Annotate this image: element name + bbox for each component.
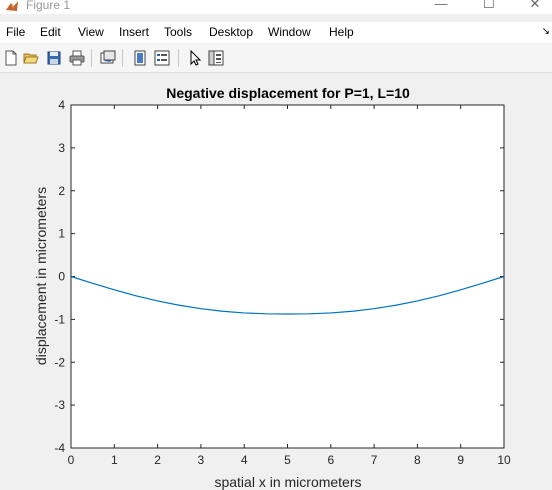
y-tick-label: 4 <box>58 98 65 112</box>
x-tick-label: 6 <box>327 453 334 467</box>
figure-canvas: Negative displacement for P=1, L=10 0 1 2 3… <box>0 73 552 490</box>
menu-window[interactable]: Window <box>268 25 311 39</box>
menu-desktop[interactable]: Desktop <box>209 25 254 39</box>
menu-file[interactable]: File <box>6 25 26 39</box>
new-figure-icon[interactable] <box>2 49 20 67</box>
toolbar-separator <box>178 49 179 67</box>
y-tick-label: -1 <box>54 312 65 326</box>
x-tick-label: 4 <box>241 453 248 467</box>
toolbar-separator <box>122 49 123 67</box>
plot-svg[interactable]: Negative displacement for P=1, L=10 0 1 2 3… <box>0 73 552 490</box>
title-bar: Figure 1 — ☐ ✕ <box>0 0 552 14</box>
x-tick-label: 10 <box>497 453 511 467</box>
y-axis-label: displacement in micrometers <box>33 187 49 365</box>
x-tick-label: 3 <box>198 453 205 467</box>
y-tick-label: 1 <box>58 227 65 241</box>
x-tick-label: 2 <box>154 453 161 467</box>
print-icon[interactable] <box>68 49 86 67</box>
y-tick-label: 0 <box>58 270 65 284</box>
menu-bar: File Edit View Insert Tools Desktop Wind… <box>0 22 552 43</box>
y-tick-label: -4 <box>54 441 65 455</box>
x-tick-label: 0 <box>68 453 75 467</box>
save-icon[interactable] <box>45 49 63 67</box>
menu-overflow-icon[interactable]: ↘ <box>541 26 550 37</box>
y-tick-label: -2 <box>54 355 65 369</box>
close-button[interactable]: ✕ <box>529 0 541 11</box>
window-title: Figure 1 <box>26 0 71 12</box>
matlab-logo-icon <box>6 1 18 11</box>
legend-icon[interactable] <box>153 49 171 67</box>
y-tick-label: -3 <box>54 398 65 412</box>
menu-view[interactable]: View <box>78 25 104 39</box>
menu-edit[interactable]: Edit <box>40 25 61 39</box>
x-tick-label: 7 <box>371 453 378 467</box>
x-tick-label: 9 <box>457 453 464 467</box>
minimize-button[interactable]: — <box>434 0 448 11</box>
axes-box <box>70 104 505 449</box>
maximize-button[interactable]: ☐ <box>483 0 495 11</box>
menu-tools[interactable]: Tools <box>164 25 193 39</box>
open-file-icon[interactable] <box>22 49 40 67</box>
axes-background[interactable] <box>71 105 504 448</box>
x-tick-label: 5 <box>284 453 291 467</box>
link-plot-icon[interactable] <box>99 49 117 67</box>
x-tick-label: 1 <box>111 453 118 467</box>
menu-help[interactable]: Help <box>329 25 354 39</box>
menu-insert[interactable]: Insert <box>119 25 150 39</box>
x-axis-label: spatial x in micrometers <box>214 474 361 490</box>
select-pointer-icon[interactable] <box>186 49 204 67</box>
property-inspector-icon[interactable] <box>207 49 225 67</box>
toolbar <box>0 44 552 73</box>
plot-title: Negative displacement for P=1, L=10 <box>166 85 410 101</box>
toolbar-separator <box>91 49 92 67</box>
series-line <box>70 275 505 315</box>
y-tick-label: 2 <box>58 184 65 198</box>
x-tick-label: 8 <box>414 453 421 467</box>
colorbar-icon[interactable] <box>131 49 149 67</box>
y-tick-label: 3 <box>58 141 65 155</box>
